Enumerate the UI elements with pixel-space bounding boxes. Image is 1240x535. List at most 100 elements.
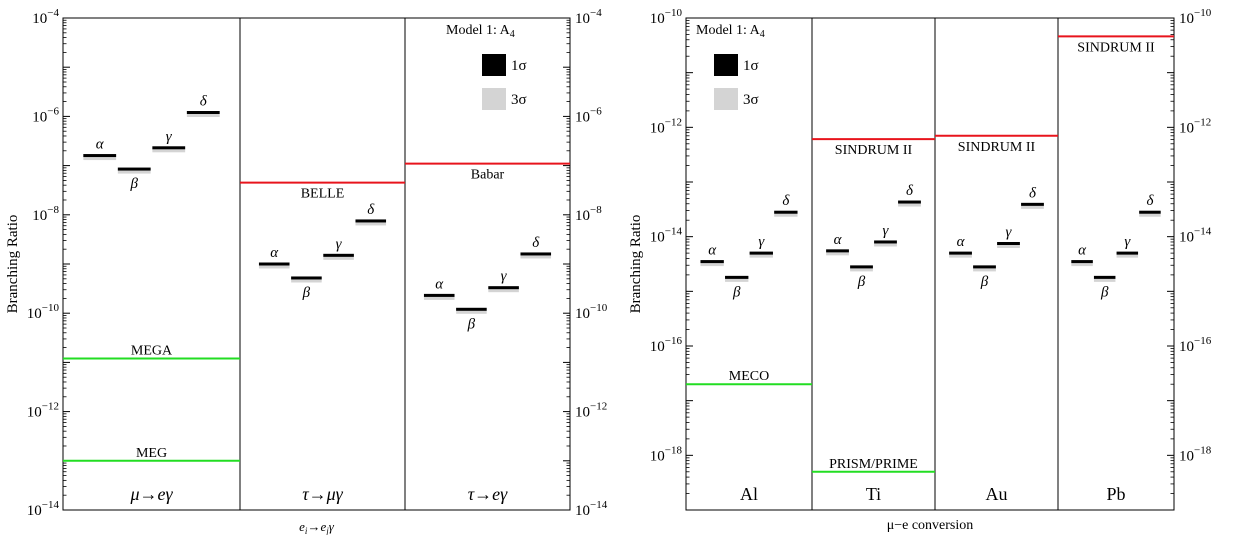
point-1sigma-bar <box>83 154 117 158</box>
chart-2: μ−e conversion MECO α β γ δ Al SINDRUM II PRISM/… <box>685 17 1175 533</box>
y-tick-label-right: 10−10 <box>1179 7 1212 27</box>
point-label: α <box>708 243 717 259</box>
point-label: α <box>834 232 843 248</box>
y-tick-label-left: 10−18 <box>650 444 683 464</box>
point-1sigma-bar <box>423 293 455 297</box>
point-1sigma-bar <box>725 275 749 279</box>
point-1sigma-bar <box>186 111 220 115</box>
bound-label: Babar <box>471 168 505 183</box>
point-1sigma-bar <box>488 286 519 290</box>
y-tick-label-right: 10−16 <box>1179 335 1212 355</box>
legend: Model 1: A4 1σ 3σ <box>696 23 765 110</box>
point-3sigma-band <box>749 251 773 258</box>
y-tick-label-right: 10−12 <box>575 401 607 421</box>
y-tick-label-left: 10−12 <box>27 401 59 421</box>
y-tick-label-left: 10−8 <box>32 204 59 224</box>
point-label: β <box>732 284 741 300</box>
y-tick-label-right: 10−14 <box>1179 226 1212 246</box>
point-label: δ <box>532 235 540 251</box>
legend: Model 1: A4 1σ 3σ <box>446 23 527 110</box>
panel-3: SINDRUM II α β γ δ Au <box>935 134 1058 504</box>
point-label: β <box>980 274 989 290</box>
point-label: γ <box>166 129 173 145</box>
bound-label: SINDRUM II <box>958 140 1036 155</box>
y-tick-label-left: 10−6 <box>32 105 59 125</box>
panel-1: MEGA MEG α β γ δ μ→eγ <box>63 94 240 504</box>
point-label: β <box>1100 284 1109 300</box>
legend-swatch <box>714 88 738 110</box>
point-1sigma-bar <box>700 260 724 264</box>
legend-label: 3σ <box>743 92 759 108</box>
y-axis-label: Branching Ratio <box>628 215 644 314</box>
category-label: τ→eγ <box>468 484 508 504</box>
y-tick-label-right: 10−18 <box>1179 444 1212 464</box>
category-label: Al <box>740 484 758 504</box>
point-label: δ <box>1146 193 1154 209</box>
bound-label: MEGA <box>131 344 173 359</box>
point-1sigma-bar <box>117 167 151 171</box>
y-tick-label-left: 10−12 <box>650 116 682 136</box>
point-1sigma-bar <box>258 262 290 266</box>
point-1sigma-bar <box>291 276 322 280</box>
point-label: δ <box>367 202 375 218</box>
bound-label: SINDRUM II <box>1077 40 1155 55</box>
point-1sigma-bar <box>826 249 849 253</box>
y-tick-label-right: 10−10 <box>575 302 608 322</box>
point-label: γ <box>1006 224 1013 240</box>
point-label: α <box>957 234 966 250</box>
y-tick-label-left: 10−10 <box>27 302 60 322</box>
point-label: α <box>270 245 279 261</box>
bound-label: BELLE <box>301 187 345 202</box>
point-1sigma-bar <box>874 240 897 244</box>
y-tick-label-left: 10−16 <box>650 335 683 355</box>
point-1sigma-bar <box>1139 210 1161 214</box>
point-label: γ <box>883 223 890 239</box>
category-label: Pb <box>1106 484 1125 504</box>
bound-label: MECO <box>729 369 769 384</box>
y-tick-label-right: 10−4 <box>575 7 602 27</box>
point-1sigma-bar <box>749 251 773 255</box>
x-axis-label: ei→ejγ <box>299 519 335 535</box>
category-label: μ→eγ <box>129 484 173 504</box>
point-label: α <box>435 276 444 292</box>
point-1sigma-bar <box>774 210 798 214</box>
point-1sigma-bar <box>456 307 487 311</box>
point-1sigma-bar <box>355 219 387 223</box>
point-label: α <box>1078 243 1087 259</box>
point-1sigma-bar <box>1071 260 1093 264</box>
point-label: δ <box>782 193 790 209</box>
bound-label: MEG <box>136 446 167 461</box>
point-1sigma-bar <box>850 265 873 269</box>
panel-2: SINDRUM II PRISM/PRIME α β γ δ Ti <box>812 138 935 504</box>
legend-label: 1σ <box>743 58 759 74</box>
point-1sigma-bar <box>520 252 552 256</box>
point-1sigma-bar <box>1093 275 1116 279</box>
point-1sigma-bar <box>152 146 186 150</box>
panel-1: MECO α β γ δ Al <box>686 193 812 504</box>
x-axis-label: μ−e conversion <box>887 518 974 533</box>
point-label: α <box>96 137 105 153</box>
plot-frame <box>685 17 1175 511</box>
point-1sigma-bar <box>323 253 354 257</box>
category-label: Ti <box>866 484 881 504</box>
point-label: δ <box>200 94 208 110</box>
y-tick-label-right: 10−6 <box>575 105 602 125</box>
legend-swatch <box>714 54 738 76</box>
point-label: β <box>130 176 139 192</box>
point-3sigma-band <box>949 251 972 258</box>
category-label: Au <box>986 484 1008 504</box>
legend-swatch <box>482 88 506 110</box>
y-tick-label-left: 10−4 <box>32 7 59 27</box>
point-label: γ <box>336 236 343 252</box>
chart-1: ei→ejγ MEGA MEG α β γ δ μ→eγ BELLE α β γ δ τ→μγ Babar α… <box>62 17 571 535</box>
point-3sigma-band <box>1116 251 1139 258</box>
panel-3: Babar α β γ δ τ→eγ <box>405 162 570 504</box>
y-tick-label-right: 10−14 <box>575 499 608 519</box>
y-axis-label: Branching Ratio <box>5 215 21 314</box>
y-tick-label-left: 10−10 <box>650 7 683 27</box>
point-label: γ <box>501 269 508 285</box>
point-label: γ <box>1124 234 1131 250</box>
legend-swatch <box>482 54 506 76</box>
point-label: β <box>467 316 476 332</box>
